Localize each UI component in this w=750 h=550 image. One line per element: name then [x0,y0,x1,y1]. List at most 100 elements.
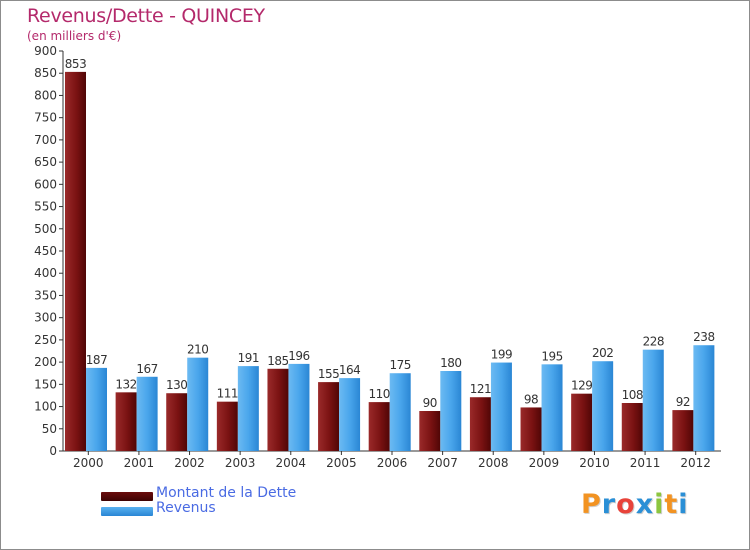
y-tick-label: 400 [34,266,57,280]
x-tick-label: 2007 [427,456,458,470]
data-label-dette: 110 [368,387,389,401]
bar-revenus [440,371,462,451]
y-tick-label: 900 [34,44,57,58]
x-tick-label: 2009 [529,456,560,470]
bar-revenus [693,345,715,451]
x-tick-label: 2008 [478,456,509,470]
legend-label-dette: Montant de la Dette [156,485,297,501]
data-label-revenus: 175 [389,358,410,372]
data-label-revenus: 202 [592,346,613,360]
data-label-dette: 108 [622,388,643,402]
bar-dette [571,393,593,451]
y-tick-label: 250 [34,333,57,347]
bar-revenus [136,376,158,451]
bar-dette [672,410,694,451]
logo-letter: P [581,489,602,520]
x-tick-label: 2003 [225,456,256,470]
logo-letter: t [664,489,679,520]
data-label-dette: 155 [318,367,339,381]
y-tick-label: 150 [34,377,57,391]
logo-letter: x [635,489,655,520]
x-tick-label: 2005 [326,456,357,470]
x-tick-label: 2001 [124,456,155,470]
x-tick-label: 2012 [680,456,711,470]
data-label-revenus: 167 [136,362,157,376]
y-tick-label: 650 [34,155,57,169]
bar-dette [65,71,86,451]
bar-dette [621,403,643,451]
x-tick-label: 2000 [73,456,104,470]
bar-revenus [86,367,107,451]
bar-revenus [237,366,259,451]
bar-dette [469,397,491,451]
chart-subtitle: (en milliers d'€) [27,29,122,43]
x-tick-label: 2010 [579,456,610,470]
y-tick-label: 800 [34,88,57,102]
data-label-dette: 98 [524,392,538,406]
data-label-revenus: 228 [643,335,664,349]
bar-dette [166,393,188,451]
logo-letter: i [678,489,689,520]
data-label-revenus: 191 [238,351,259,365]
legend-label-revenus: Revenus [156,500,216,516]
data-label-revenus: 195 [541,349,562,363]
data-label-dette: 853 [65,57,86,71]
bar-revenus [339,378,361,451]
bar-revenus [389,373,411,451]
data-label-dette: 90 [423,396,437,410]
data-label-dette: 92 [676,395,690,409]
x-tick-label: 2002 [174,456,205,470]
y-tick-label: 100 [34,400,57,414]
y-tick-label: 200 [34,355,57,369]
data-label-revenus: 164 [339,363,360,377]
y-tick-label: 500 [34,222,57,236]
data-label-dette: 132 [115,377,136,391]
y-tick-label: 50 [42,422,57,436]
y-tick-label: 750 [34,111,57,125]
y-tick-label: 0 [49,444,57,458]
data-label-dette: 121 [470,382,491,396]
bar-dette [318,382,340,451]
bar-dette [115,392,137,451]
data-label-revenus: 180 [440,356,461,370]
bar-revenus [642,349,664,451]
y-tick-label: 550 [34,200,57,214]
bar-dette [267,368,289,451]
data-label-dette: 111 [217,387,238,401]
chart-title: Revenus/Dette - QUINCEY [27,5,265,27]
x-tick-label: 2011 [630,456,661,470]
data-label-dette: 129 [571,379,592,393]
y-tick-label: 450 [34,244,57,258]
legend-swatch-dette [101,492,153,501]
legend-swatch-revenus [101,507,153,516]
data-label-dette: 185 [267,354,288,368]
y-tick-label: 700 [34,133,57,147]
bar-dette [368,402,390,451]
data-label-revenus: 199 [491,348,512,362]
data-label-revenus: 210 [187,343,208,357]
logo-letter: o [616,489,636,520]
y-tick-label: 850 [34,66,57,80]
bar-revenus [187,357,209,451]
data-label-revenus: 187 [86,353,107,367]
logo-letter: r [601,489,617,520]
bar-dette [520,407,542,451]
data-label-dette: 130 [166,378,187,392]
x-tick-label: 2004 [275,456,306,470]
y-tick-label: 300 [34,311,57,325]
bar-revenus [541,364,563,451]
bar-dette [216,401,238,451]
data-label-revenus: 238 [693,330,714,344]
logo-letter: i [654,489,665,520]
proxiti-logo: Proxiti [581,489,689,520]
bar-revenus [288,363,310,451]
bar-revenus [490,362,512,451]
data-label-revenus: 196 [288,349,309,363]
y-tick-label: 350 [34,288,57,302]
bar-revenus [592,361,614,451]
x-tick-label: 2006 [377,456,408,470]
bar-dette [419,411,441,451]
